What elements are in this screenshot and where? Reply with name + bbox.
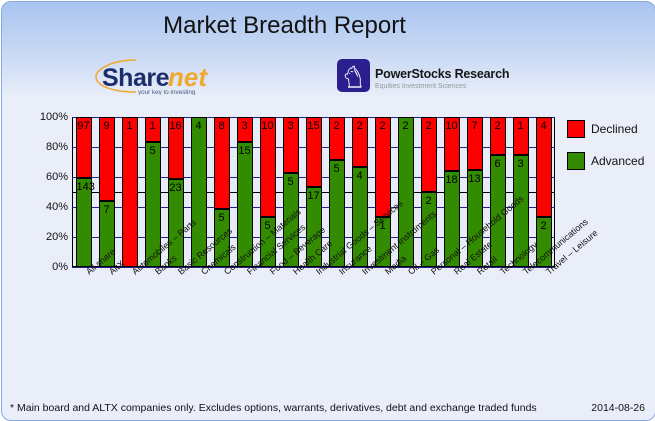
svg-text:Share: Share — [102, 64, 170, 92]
svg-text:your key to investing: your key to investing — [138, 89, 196, 95]
svg-text:Equities Investment Sciences: Equities Investment Sciences — [375, 83, 467, 90]
svg-text:PowerStocks Research: PowerStocks Research — [375, 67, 509, 81]
svg-text:net: net — [168, 62, 208, 92]
